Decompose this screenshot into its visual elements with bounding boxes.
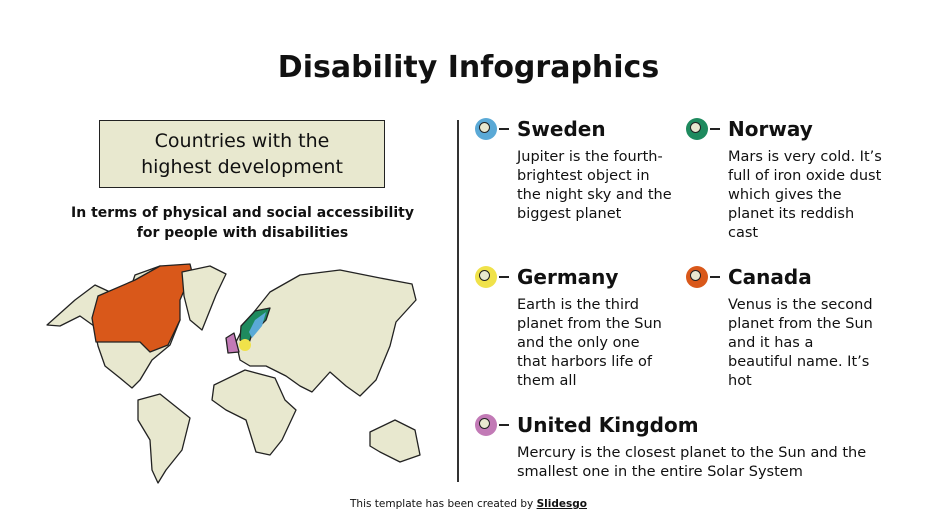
australia (369, 419, 421, 463)
country-description: Mercury is the closest planet to the Sun… (517, 445, 867, 480)
page-title: Disability Infographics (277, 50, 660, 85)
country-description: Earth is the third planet from the Sun a… (517, 297, 662, 389)
highlight-box: Countries with the highest development (99, 120, 385, 188)
norway-marker-icon (686, 118, 708, 140)
africa (211, 369, 297, 456)
sweden (249, 312, 266, 338)
germany (239, 339, 251, 351)
country-name: Germany (517, 265, 619, 289)
sweden-marker-icon (475, 118, 497, 140)
country-sweden: Sweden Jupiter is the fourth-brightest o… (475, 116, 677, 224)
footer: This template has been created by Slides… (0, 498, 937, 510)
divider (457, 120, 459, 482)
eurasia (235, 269, 417, 397)
country-name: Canada (728, 265, 812, 289)
greenland (181, 265, 227, 331)
country-description: Mars is very cold. It’s full of iron oxi… (728, 149, 882, 241)
subtitle: In terms of physical and social accessib… (71, 205, 414, 241)
germany-marker-icon (475, 266, 497, 288)
country-united-kingdom: United Kingdom Mercury is the closest pl… (475, 412, 887, 482)
country-name: United Kingdom (517, 413, 699, 437)
country-germany: Germany Earth is the third planet from t… (475, 264, 667, 391)
slidesgo-link[interactable]: Slidesgo (536, 498, 587, 510)
country-description: Jupiter is the fourth-brightest object i… (517, 149, 672, 222)
footer-text: This template has been created by (350, 498, 537, 510)
canada-marker-icon (686, 266, 708, 288)
canada (91, 263, 193, 353)
south-america (137, 393, 191, 484)
country-description: Venus is the second planet from the Sun … (728, 297, 873, 389)
country-name: Norway (728, 117, 813, 141)
box-text: Countries with the highest development (141, 130, 343, 178)
uk-marker-icon (475, 414, 497, 436)
country-name: Sweden (517, 117, 606, 141)
country-norway: Norway Mars is very cold. It’s full of i… (686, 116, 888, 243)
country-canada: Canada Venus is the second planet from t… (686, 264, 878, 391)
united-kingdom (225, 332, 240, 354)
